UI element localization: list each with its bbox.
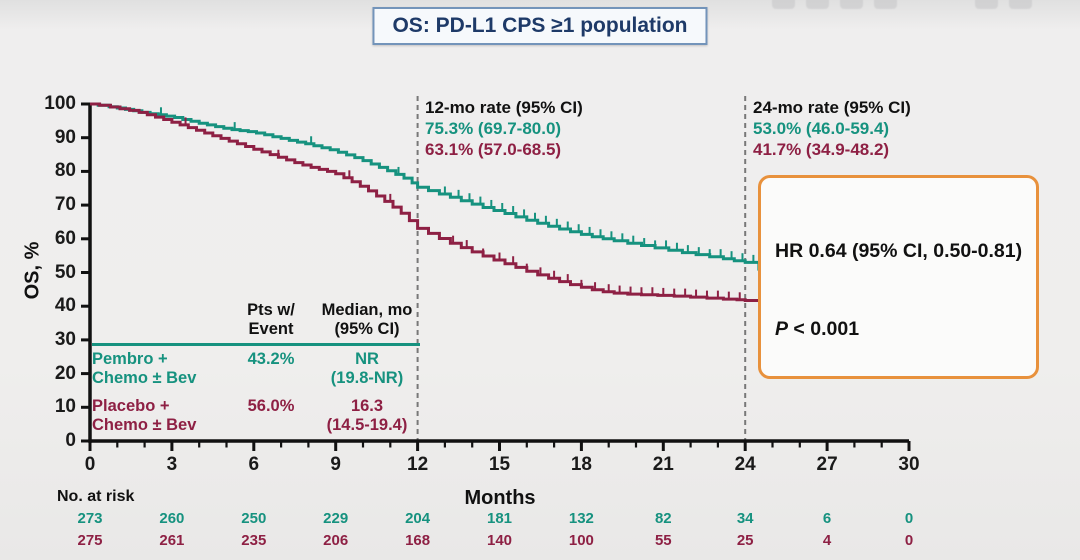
y-tick-label: 80 [54, 160, 76, 182]
placebo-events-value: 56.0% [247, 397, 295, 415]
slide-title: OS: PD-L1 CPS ≥1 population [372, 7, 708, 45]
risk-count: 132 [568, 510, 594, 527]
x-tick-label: 0 [84, 454, 96, 475]
km-curve-pembro [90, 102, 874, 271]
summary-header-median: Median, mo (95% CI) [321, 301, 413, 338]
y-tick-label: 30 [54, 328, 76, 350]
summary-header-spacer [92, 301, 228, 339]
hazard-ratio-value: HR 0.64 (95% CI, 0.50-0.81) [775, 240, 1023, 262]
risk-count: 34 [736, 510, 754, 527]
y-tick-label: 70 [54, 194, 76, 216]
summary-table-divider [92, 343, 420, 346]
rate-annotation-24mo: 24-mo rate (95% CI) 53.0% (46.0-59.4) 41… [753, 97, 1033, 160]
risk-count: 260 [159, 510, 185, 527]
rate-24mo-pembro: 53.0% (46.0-59.4) [753, 119, 890, 138]
pembro-median-value: NR (19.8-NR) [330, 350, 404, 387]
y-tick-label: 10 [54, 396, 76, 418]
placebo-median-value: 16.3 (14.5-19.4) [326, 397, 408, 434]
rate-12mo-pembro: 75.3% (69.7-80.0) [425, 119, 562, 138]
risk-count: 261 [159, 532, 185, 549]
x-tick-label: 15 [488, 454, 511, 475]
risk-count: 181 [486, 510, 513, 527]
p-value: P < 0.001 [775, 318, 860, 340]
y-tick-label: 50 [54, 261, 76, 283]
summary-table: Pts w/ Event Median, mo (95% CI) Pembro … [92, 301, 420, 435]
summary-table-header: Pts w/ Event Median, mo (95% CI) [92, 301, 420, 339]
risk-count: 6 [822, 510, 832, 527]
risk-count: 250 [241, 510, 267, 527]
rate-24mo-placebo: 41.7% (34.9-48.2) [753, 140, 890, 159]
risk-count: 25 [736, 532, 754, 549]
risk-count: 140 [486, 532, 513, 549]
hazard-ratio-callout: HR 0.64 (95% CI, 0.50-0.81) P < 0.001 [758, 175, 1040, 379]
x-axis-title: Months [464, 487, 536, 509]
km-curve-placebo [90, 102, 874, 338]
rate-12mo-placebo: 63.1% (57.0-68.5) [425, 140, 562, 159]
watermark-glyph [772, 0, 795, 9]
x-tick-label: 18 [570, 454, 592, 475]
risk-count: 100 [568, 532, 594, 549]
y-tick-label: 90 [54, 126, 76, 148]
risk-count: 235 [241, 532, 267, 549]
watermark-glyph [874, 0, 897, 9]
x-tick-label: 21 [652, 454, 674, 475]
watermark-glyph [840, 0, 863, 9]
rate-24mo-title: 24-mo rate (95% CI) [753, 98, 911, 117]
risk-count: 229 [323, 510, 349, 527]
y-tick-label: 0 [65, 430, 76, 451]
y-tick-label: 100 [44, 93, 76, 114]
watermark-glyph [806, 0, 829, 9]
pembro-events-value: 43.2% [247, 350, 295, 368]
x-tick-label: 3 [166, 454, 178, 475]
summary-header-events: Pts w/ Event [247, 301, 295, 338]
no-at-risk-label: No. at risk [57, 488, 135, 505]
group-label-pembro: Pembro + Chemo ± Bev [92, 350, 197, 387]
x-tick-label: 30 [898, 454, 920, 475]
risk-count: 273 [77, 510, 103, 527]
group-label-placebo: Placebo + Chemo ± Bev [92, 397, 197, 434]
risk-count: 0 [904, 532, 914, 549]
y-tick-label: 40 [54, 295, 76, 317]
risk-count: 55 [654, 532, 672, 549]
risk-count: 275 [77, 532, 103, 549]
risk-count: 82 [654, 510, 672, 527]
rate-12mo-title: 12-mo rate (95% CI) [425, 98, 583, 117]
summary-row-pembro: Pembro + Chemo ± Bev 43.2% NR (19.8-NR) [92, 350, 420, 388]
risk-count: 206 [323, 532, 349, 549]
y-tick-label: 60 [54, 227, 76, 249]
x-tick-label: 6 [248, 454, 260, 475]
y-tick-label: 20 [54, 362, 76, 384]
risk-count: 4 [822, 532, 832, 549]
x-tick-label: 12 [407, 454, 429, 475]
x-tick-label: 24 [734, 454, 756, 475]
rate-annotation-12mo: 12-mo rate (95% CI) 75.3% (69.7-80.0) 63… [425, 97, 705, 160]
risk-count: 204 [405, 510, 431, 527]
x-tick-label: 27 [816, 454, 838, 475]
summary-row-placebo: Placebo + Chemo ± Bev 56.0% 16.3 (14.5-1… [92, 397, 420, 435]
watermark-glyph [1009, 0, 1032, 9]
x-tick-label: 9 [330, 454, 341, 475]
watermark-glyph [975, 0, 998, 9]
watermark [772, 0, 1032, 9]
risk-count: 0 [904, 510, 914, 527]
risk-count: 168 [405, 532, 431, 549]
